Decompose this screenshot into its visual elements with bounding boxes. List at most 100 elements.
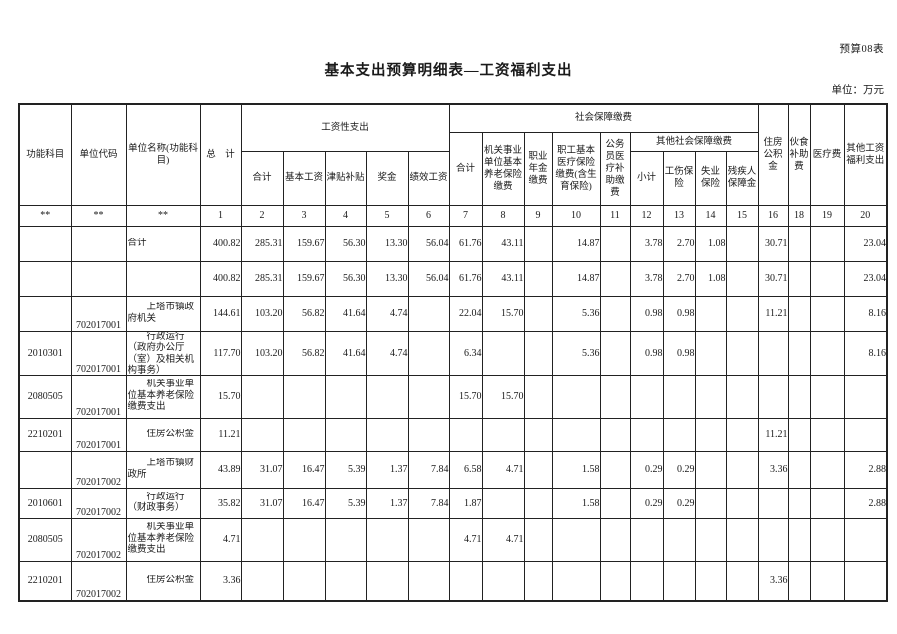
value-cell — [629, 560, 664, 602]
func-subject-cell: 2080505 — [18, 517, 72, 562]
index-cell: 13 — [662, 204, 696, 227]
header-injury-insurance: 工伤保险 — [662, 150, 696, 206]
value-cell — [725, 417, 759, 452]
value-cell — [240, 374, 284, 419]
func-subject-cell — [18, 260, 72, 297]
value-cell — [523, 450, 553, 489]
func-subject-cell — [18, 295, 72, 332]
value-cell: 1.08 — [694, 260, 727, 297]
value-cell — [725, 295, 759, 332]
table-row: 400.82 285.31 159.67 56.30 13.30 56.04 61.76 43… — [18, 260, 888, 297]
value-cell — [523, 487, 553, 519]
header-allowance: 津贴补贴 — [324, 150, 367, 206]
value-cell: 1.37 — [365, 450, 409, 489]
header-row-3: 合计 基本工资 津贴补贴 奖金 绩效工资 小计 工伤保险 失业保险 残疾人保障金 — [19, 150, 887, 206]
value-cell: 6.58 — [448, 450, 483, 489]
value-cell — [757, 517, 789, 562]
unit-name-cell: 住房公积金 — [125, 560, 201, 602]
index-cell: 12 — [629, 204, 664, 227]
value-cell: 117.70 — [199, 330, 242, 376]
func-subject-cell — [18, 225, 72, 262]
value-cell: 56.30 — [324, 260, 367, 297]
header-annuity: 职业年金缴费 — [523, 131, 553, 206]
unit-code-cell: 702017002 — [70, 517, 127, 562]
value-cell: 13.30 — [365, 260, 409, 297]
value-cell — [523, 295, 553, 332]
header-food-subsidy: 伙食补助费 — [787, 103, 811, 206]
index-cell: 9 — [523, 204, 553, 227]
value-cell — [725, 225, 759, 262]
value-cell — [694, 560, 727, 602]
value-cell: 159.67 — [282, 225, 326, 262]
value-cell: 1.58 — [551, 487, 601, 519]
value-cell: 2.70 — [662, 260, 696, 297]
value-cell — [448, 560, 483, 602]
value-cell: 56.04 — [407, 225, 450, 262]
value-cell — [757, 487, 789, 519]
value-cell: 5.36 — [551, 295, 601, 332]
header-social-total: 合计 — [448, 131, 483, 206]
value-cell — [787, 417, 811, 452]
value-cell: 11.21 — [199, 417, 242, 452]
index-cell: ** — [125, 204, 201, 227]
value-cell — [694, 330, 727, 376]
value-cell — [809, 517, 845, 562]
value-cell: 3.78 — [629, 260, 664, 297]
value-cell: 31.07 — [240, 450, 284, 489]
index-cell: 7 — [448, 204, 483, 227]
value-cell: 6.34 — [448, 330, 483, 376]
value-cell — [551, 417, 601, 452]
value-cell — [725, 450, 759, 489]
value-cell: 0.29 — [629, 487, 664, 519]
value-cell: 16.47 — [282, 487, 326, 519]
header-wage-group: 工资性支出 — [240, 103, 450, 152]
value-cell: 8.16 — [843, 330, 888, 376]
value-cell — [809, 260, 845, 297]
value-cell: 4.74 — [365, 330, 409, 376]
value-cell — [551, 374, 601, 419]
value-cell: 22.04 — [448, 295, 483, 332]
value-cell — [757, 330, 789, 376]
index-cell: 10 — [551, 204, 601, 227]
value-cell — [481, 560, 525, 602]
value-cell — [407, 374, 450, 419]
unit-code-cell: 702017002 — [70, 450, 127, 489]
index-cell: 14 — [694, 204, 727, 227]
value-cell: 43.11 — [481, 260, 525, 297]
unit-code-cell — [70, 225, 127, 262]
header-medical-insurance: 职工基本医疗保险缴费(含生育保险) — [551, 131, 601, 206]
unit-code-cell: 702017002 — [70, 487, 127, 519]
value-cell — [694, 295, 727, 332]
value-cell — [725, 560, 759, 602]
value-cell: 56.04 — [407, 260, 450, 297]
value-cell — [448, 417, 483, 452]
table-row: 2080505 702017002 机关事业单位基本养老保险缴费支出 4.71 4.71… — [18, 517, 888, 562]
value-cell — [843, 374, 888, 419]
value-cell: 30.71 — [757, 225, 789, 262]
value-cell — [725, 374, 759, 419]
value-cell — [843, 417, 888, 452]
value-cell: 0.98 — [629, 295, 664, 332]
value-cell — [787, 295, 811, 332]
value-cell — [324, 374, 367, 419]
value-cell — [787, 560, 811, 602]
unit-name-cell: 上塔市镇政府机关 — [125, 295, 201, 332]
func-subject-cell: 2210201 — [18, 560, 72, 602]
value-cell: 0.29 — [662, 450, 696, 489]
value-cell — [629, 517, 664, 562]
value-cell: 1.08 — [694, 225, 727, 262]
value-cell — [282, 560, 326, 602]
value-cell — [282, 374, 326, 419]
unit-name-cell: 住房公积金 — [125, 417, 201, 452]
value-cell — [324, 560, 367, 602]
table-body: ** ** ** 1 2 3 4 5 6 7 8 9 10 11 12 13 14 15 16 18 19 20 合计 400… — [18, 204, 888, 602]
value-cell: 41.64 — [324, 295, 367, 332]
unit-name-cell: 上塔市镇财政所 — [125, 450, 201, 489]
value-cell — [551, 560, 601, 602]
value-cell: 4.74 — [365, 295, 409, 332]
index-cell: 18 — [787, 204, 811, 227]
index-cell: 1 — [199, 204, 242, 227]
unit-code-cell — [70, 260, 127, 297]
value-cell: 4.71 — [199, 517, 242, 562]
